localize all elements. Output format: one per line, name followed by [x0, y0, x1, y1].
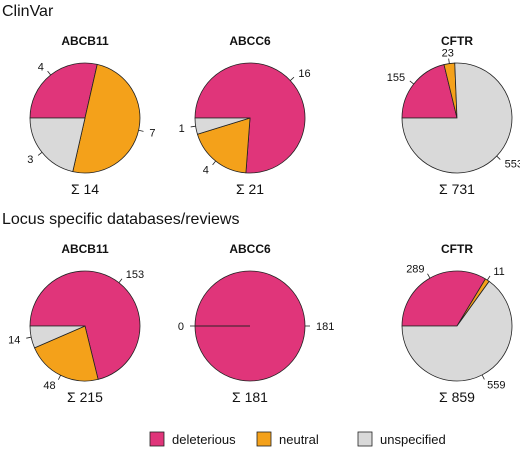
- chart-title-clinvar-cftr: CFTR: [441, 34, 473, 48]
- pie-clinvar-abcb11: ABCB11 4 7 3 Σ 14: [27, 34, 155, 197]
- pie-locus-abcc6: ABCC6 181 0 Σ 181: [178, 242, 334, 405]
- slice-label-locus-abcb11-deleterious: 153: [126, 269, 144, 281]
- pie-charts: ABCB11 4 7 3 Σ 14 ABCC6 16 4 1 Σ 21 CFTR 155 23 553 Σ …: [8, 34, 520, 405]
- pie-clinvar-abcc6: ABCC6 16 4 1 Σ 21: [179, 34, 311, 197]
- label-tick-clinvar-abcc6-deleterious: [290, 76, 295, 81]
- legend-label-unspecified: unspecified: [380, 432, 446, 447]
- slice-label-locus-abcc6-neutral: 0: [178, 321, 184, 333]
- total-label-clinvar-abcc6: Σ 21: [236, 181, 264, 197]
- slice-label-locus-cftr-unspecified: 559: [487, 380, 505, 392]
- chart-title-locus-abcc6: ABCC6: [229, 242, 271, 256]
- pie-clinvar-cftr: CFTR 155 23 553 Σ 731: [387, 34, 520, 197]
- total-label-clinvar-cftr: Σ 731: [439, 181, 475, 197]
- total-label-locus-cftr: Σ 859: [439, 389, 475, 405]
- legend-swatch-deleterious: [149, 431, 165, 447]
- slice-label-clinvar-abcb11-deleterious: 4: [38, 61, 44, 73]
- total-label-clinvar-abcb11: Σ 14: [71, 181, 99, 197]
- label-tick-locus-abcb11-neutral: [57, 375, 61, 380]
- slice-clinvar-abcb11-unspecified: [29, 117, 86, 173]
- slice-locus-abcb11-neutral: [34, 325, 99, 382]
- slice-label-locus-abcc6-deleterious: 181: [316, 321, 334, 333]
- legend: deleterious neutral unspecified: [149, 431, 446, 447]
- slice-label-locus-abcb11-neutral: 48: [43, 380, 55, 392]
- slice-label-clinvar-abcc6-unspecified: 1: [179, 123, 185, 135]
- slice-locus-cftr-deleterious: [401, 270, 486, 327]
- slice-clinvar-cftr-unspecified: [401, 62, 513, 174]
- slice-label-locus-abcb11-unspecified: 14: [8, 334, 20, 346]
- pie-locus-cftr: CFTR 289 11 559 Σ 859: [401, 242, 513, 405]
- pie-locus-abcb11: ABCB11 153 48 14 Σ 215: [8, 242, 144, 405]
- total-label-locus-abcc6: Σ 181: [232, 389, 268, 405]
- label-tick-clinvar-cftr-unspecified: [496, 155, 501, 160]
- slice-label-locus-cftr-deleterious: 289: [406, 264, 424, 276]
- slice-clinvar-abcb11-deleterious: [29, 62, 98, 119]
- total-label-locus-abcb11: Σ 215: [67, 389, 103, 405]
- label-tick-locus-abcb11-deleterious: [118, 278, 123, 283]
- label-tick-clinvar-abcb11-neutral: [138, 129, 144, 132]
- slice-label-clinvar-abcc6-neutral: 4: [203, 165, 209, 177]
- label-tick-clinvar-cftr-deleterious: [409, 80, 415, 85]
- slice-label-clinvar-abcc6-deleterious: 16: [298, 68, 310, 80]
- slice-label-clinvar-abcb11-neutral: 7: [149, 128, 155, 140]
- slice-label-clinvar-cftr-deleterious: 155: [387, 72, 405, 84]
- slice-label-locus-cftr-neutral: 11: [493, 266, 504, 278]
- label-tick-locus-abcb11-unspecified: [26, 336, 32, 339]
- legend-swatch-unspecified: [357, 431, 373, 447]
- label-tick-clinvar-abcb11-deleterious: [47, 70, 52, 76]
- chart-title-locus-abcb11: ABCB11: [61, 242, 109, 256]
- label-tick-clinvar-cftr-neutral: [448, 58, 450, 64]
- legend-label-neutral: neutral: [279, 432, 319, 447]
- chart-title-locus-cftr: CFTR: [441, 242, 473, 256]
- legend-label-deleterious: deleterious: [172, 432, 236, 447]
- label-tick-locus-cftr-unspecified: [481, 374, 485, 380]
- slice-clinvar-abcb11-neutral: [72, 63, 141, 174]
- section-title-locus-specific: Locus specific databases/reviews: [2, 211, 239, 228]
- chart-title-clinvar-abcc6: ABCC6: [229, 34, 271, 48]
- slice-clinvar-abcc6-neutral: [196, 117, 251, 174]
- label-tick-locus-cftr-neutral: [486, 275, 491, 281]
- label-tick-locus-cftr-deleterious: [427, 273, 431, 279]
- slice-label-clinvar-abcb11-unspecified: 3: [27, 154, 33, 166]
- slice-locus-cftr-unspecified: [401, 280, 513, 382]
- label-tick-clinvar-abcb11-unspecified: [37, 151, 43, 156]
- legend-swatch-neutral: [256, 431, 272, 447]
- slice-locus-abcb11-unspecified: [29, 325, 86, 349]
- section-title-clinvar: ClinVar: [2, 3, 54, 20]
- slice-label-clinvar-cftr-neutral: 23: [442, 48, 454, 60]
- chart-title-clinvar-abcb11: ABCB11: [61, 34, 109, 48]
- label-tick-clinvar-abcc6-neutral: [212, 160, 217, 166]
- slice-label-clinvar-cftr-unspecified: 553: [505, 159, 520, 171]
- label-tick-clinvar-abcc6-unspecified: [190, 125, 196, 128]
